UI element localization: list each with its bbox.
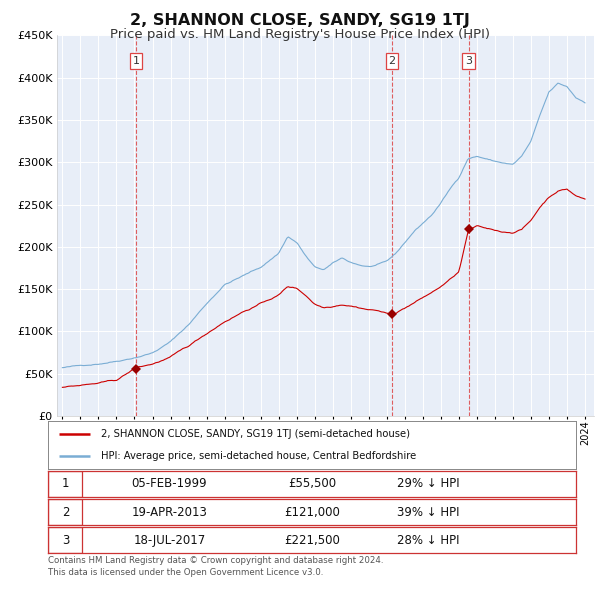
Text: 19-APR-2013: 19-APR-2013 (131, 506, 208, 519)
Text: 2, SHANNON CLOSE, SANDY, SG19 1TJ (semi-detached house): 2, SHANNON CLOSE, SANDY, SG19 1TJ (semi-… (101, 429, 410, 439)
Text: £221,500: £221,500 (284, 534, 340, 547)
Text: £121,000: £121,000 (284, 506, 340, 519)
Text: 2: 2 (388, 56, 395, 65)
Text: 3: 3 (465, 56, 472, 65)
Text: 1: 1 (62, 477, 69, 490)
Text: Price paid vs. HM Land Registry's House Price Index (HPI): Price paid vs. HM Land Registry's House … (110, 28, 490, 41)
Text: £55,500: £55,500 (288, 477, 336, 490)
Text: 3: 3 (62, 534, 69, 547)
Text: 2, SHANNON CLOSE, SANDY, SG19 1TJ: 2, SHANNON CLOSE, SANDY, SG19 1TJ (130, 13, 470, 28)
Text: 2: 2 (62, 506, 69, 519)
Bar (48, 471, 82, 497)
Text: 18-JUL-2017: 18-JUL-2017 (133, 534, 206, 547)
Text: 28% ↓ HPI: 28% ↓ HPI (397, 534, 460, 547)
Bar (48, 527, 82, 553)
Text: HPI: Average price, semi-detached house, Central Bedfordshire: HPI: Average price, semi-detached house,… (101, 451, 416, 461)
Text: 05-FEB-1999: 05-FEB-1999 (131, 477, 207, 490)
Text: Contains HM Land Registry data © Crown copyright and database right 2024.
This d: Contains HM Land Registry data © Crown c… (48, 556, 383, 576)
Bar (48, 499, 82, 525)
Text: 1: 1 (133, 56, 140, 65)
Text: 29% ↓ HPI: 29% ↓ HPI (397, 477, 460, 490)
Text: 39% ↓ HPI: 39% ↓ HPI (397, 506, 460, 519)
